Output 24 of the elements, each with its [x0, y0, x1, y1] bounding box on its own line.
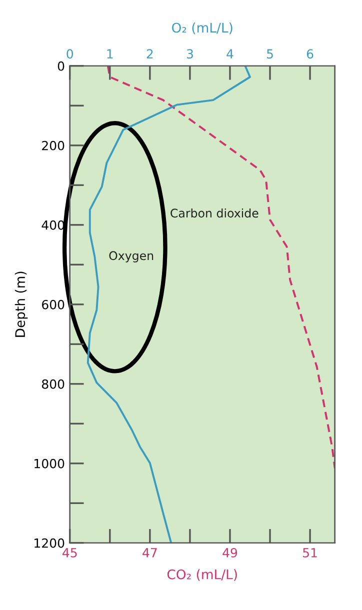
y-tick-label: 1200	[34, 538, 64, 548]
y-axis-title: Depth (m)	[14, 272, 28, 337]
x-tick-label: 49	[222, 548, 238, 558]
series-label: Carbon dioxide	[170, 208, 258, 218]
y-tick-label: 800	[42, 379, 64, 389]
y-tick-label: 600	[42, 300, 64, 310]
x-tick-label: 45	[62, 548, 77, 558]
x2-tick-label: 1	[107, 49, 113, 58]
x2-axis-title: O₂ (mL/L)	[172, 22, 232, 34]
x2-tick-label: 4	[226, 49, 234, 58]
x-tick-label: 47	[142, 548, 157, 558]
x-axis-title: CO₂ (mL/L)	[167, 569, 237, 581]
x2-tick-label: 2	[146, 49, 153, 58]
y-tick-label: 400	[42, 220, 64, 230]
x2-tick-label: 5	[266, 49, 273, 59]
series-label: Oxygen	[109, 251, 154, 262]
x2-tick-label: 3	[186, 49, 193, 59]
y-tick-label: 1000	[34, 458, 64, 468]
x-tick-label: 51	[303, 548, 317, 558]
line-series	[106, 66, 335, 470]
x2-tick-label: 6	[306, 49, 314, 59]
y-tick-label: 0	[58, 61, 64, 71]
y-tick-label: 200	[42, 140, 64, 150]
x2-tick-label: 0	[66, 49, 74, 59]
